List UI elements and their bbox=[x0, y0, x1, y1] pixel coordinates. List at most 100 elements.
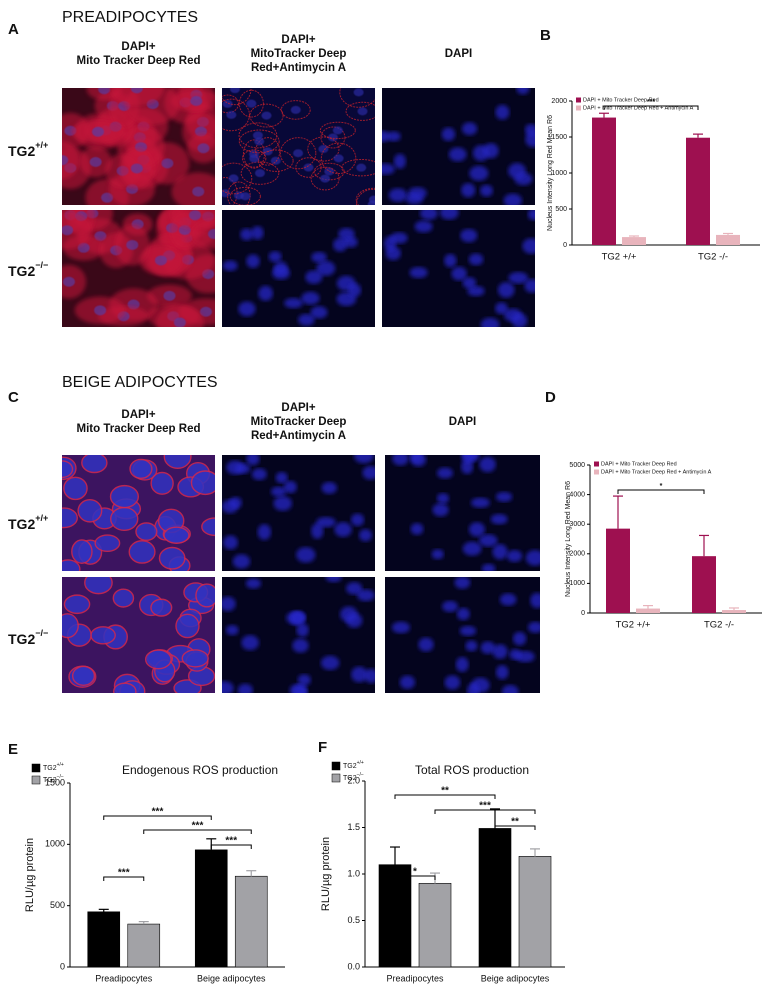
y-tick-label: 0.5 bbox=[347, 915, 360, 925]
nucleus bbox=[432, 503, 449, 517]
image-content bbox=[222, 455, 375, 569]
nucleus bbox=[495, 665, 509, 680]
nucleus bbox=[173, 317, 186, 327]
cell-outline bbox=[110, 506, 139, 532]
nucleus bbox=[386, 131, 401, 142]
panel-letter: E bbox=[8, 741, 18, 758]
nucleus bbox=[410, 455, 427, 467]
row-label: TG2−/− bbox=[8, 628, 48, 646]
row-label-base: TG2 bbox=[8, 516, 35, 532]
y-tick-label: 0 bbox=[60, 961, 65, 971]
image-content bbox=[62, 577, 215, 693]
cell-outline bbox=[238, 89, 264, 118]
nucleus bbox=[275, 472, 288, 484]
image-content bbox=[382, 88, 535, 205]
y-tick-label: 1.5 bbox=[347, 822, 360, 832]
nucleus bbox=[444, 675, 461, 690]
y-axis-label: Nucleus Intensity Long Red Mean R6 bbox=[547, 115, 554, 231]
row-label-sup: −/− bbox=[35, 628, 48, 638]
image-content bbox=[62, 455, 215, 571]
micrograph bbox=[222, 88, 375, 205]
nucleus bbox=[290, 610, 306, 626]
nucleus bbox=[241, 635, 259, 651]
legend-swatch bbox=[31, 763, 41, 773]
nucleus bbox=[343, 236, 358, 248]
y-axis-label: Nucleus Intensity Long Red Mean R6 bbox=[565, 481, 572, 597]
nucleus bbox=[480, 184, 493, 197]
nucleus bbox=[414, 220, 433, 233]
error-bar bbox=[98, 908, 109, 912]
cell-outline bbox=[128, 540, 156, 564]
nucleus bbox=[508, 271, 529, 284]
nucleus bbox=[508, 163, 526, 179]
nucleus bbox=[468, 253, 484, 266]
nucleus bbox=[62, 276, 75, 287]
nucleus bbox=[483, 143, 499, 159]
y-tick-label: 1.0 bbox=[347, 868, 360, 878]
column-header: DAPI bbox=[449, 416, 476, 428]
bar bbox=[518, 856, 552, 968]
cell bbox=[62, 211, 92, 250]
nucleus bbox=[356, 163, 367, 172]
error-bar bbox=[530, 848, 540, 857]
nucleus bbox=[390, 232, 408, 244]
cell-outline bbox=[175, 613, 200, 639]
column-header: DAPI+ bbox=[121, 409, 155, 421]
nucleus bbox=[310, 306, 328, 319]
nucleus bbox=[192, 186, 205, 197]
image-content bbox=[62, 88, 215, 205]
nucleus bbox=[251, 468, 267, 481]
column-header: MitoTracker Deep bbox=[251, 48, 347, 60]
legend-swatch bbox=[331, 761, 341, 771]
nucleus bbox=[527, 621, 540, 633]
column-header: MitoTracker Deep bbox=[251, 416, 347, 428]
nucleus bbox=[490, 514, 508, 525]
significance-label: *** bbox=[152, 807, 164, 818]
nucleus bbox=[62, 155, 69, 166]
nucleus bbox=[506, 549, 523, 563]
nucleus bbox=[524, 278, 535, 293]
image-content bbox=[383, 210, 535, 327]
x-tick-label: TG2 -/- bbox=[704, 620, 734, 631]
nucleus bbox=[268, 251, 282, 263]
cell-outline bbox=[144, 649, 172, 670]
significance-label: *** bbox=[647, 99, 655, 106]
significance-label: *** bbox=[225, 836, 237, 847]
nucleus bbox=[345, 613, 363, 628]
cell-outline bbox=[84, 577, 113, 595]
image-content bbox=[222, 88, 375, 205]
panel-letter: A bbox=[8, 21, 19, 38]
x-tick-label: Beige adipocytes bbox=[197, 973, 266, 983]
error-bar bbox=[643, 604, 653, 609]
cell-outline bbox=[62, 613, 79, 639]
row-label-base: TG2 bbox=[8, 631, 35, 647]
section-heading: BEIGE ADIPOCYTES bbox=[62, 374, 218, 391]
nucleus bbox=[270, 156, 281, 165]
nucleus bbox=[293, 149, 304, 158]
legend-label-base: TG2 bbox=[43, 765, 57, 772]
nucleus bbox=[296, 623, 309, 638]
cell-outline bbox=[310, 166, 340, 191]
cell-outline bbox=[135, 522, 158, 542]
cell bbox=[190, 218, 215, 250]
legend-label: DAPI + Mito Tracker Deep Red bbox=[601, 461, 677, 467]
nucleus bbox=[351, 666, 368, 683]
nucleus bbox=[350, 513, 365, 527]
nucleus bbox=[495, 302, 508, 315]
nucleus bbox=[258, 285, 273, 301]
legend-swatch bbox=[31, 775, 41, 785]
y-tick-label: 2000 bbox=[569, 551, 585, 558]
nucleus bbox=[270, 486, 287, 497]
cell-outline bbox=[150, 471, 174, 495]
x-tick-label: Preadipocytes bbox=[95, 973, 153, 983]
nucleus bbox=[226, 110, 237, 119]
nucleus bbox=[240, 192, 251, 201]
legend-swatch bbox=[576, 105, 581, 111]
bar bbox=[692, 556, 716, 613]
nucleus bbox=[492, 544, 508, 560]
y-tick-label: 3000 bbox=[569, 521, 585, 528]
image-bg bbox=[382, 88, 535, 205]
cell-outline bbox=[319, 121, 356, 140]
bar bbox=[234, 875, 268, 968]
cell-outline bbox=[81, 455, 108, 474]
